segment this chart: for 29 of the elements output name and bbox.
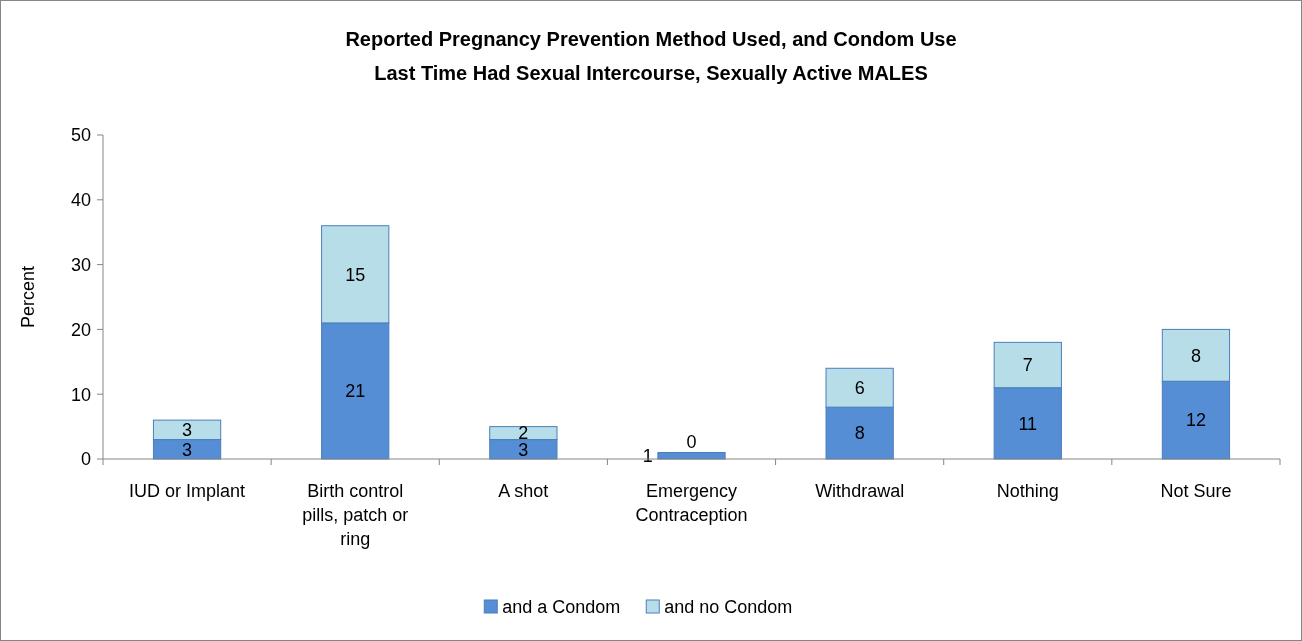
y-axis-title: Percent xyxy=(18,265,38,329)
data-label: 3 xyxy=(182,439,193,460)
y-tick-label: 0 xyxy=(80,449,91,470)
data-label: 1 xyxy=(642,446,653,467)
data-label: 7 xyxy=(1022,355,1033,376)
data-label: 11 xyxy=(1018,413,1038,434)
data-label: 12 xyxy=(1185,410,1206,431)
y-tick-label: 20 xyxy=(70,319,91,340)
y-tick-label: 30 xyxy=(70,254,91,275)
chart-title: Reported Pregnancy Prevention Method Used, and Condom Use Last Time Had Sexual Intercourse, Sexually Active MALES xyxy=(345,28,957,84)
x-tick-label: A shot xyxy=(498,481,549,501)
x-tick-label: Birth control pills, patch or ring xyxy=(302,481,409,549)
x-tick-label: Not Sure xyxy=(1160,481,1232,501)
x-tick-label: Nothing xyxy=(996,481,1059,501)
y-tick-label: 10 xyxy=(70,384,91,405)
y-tick-label: 50 xyxy=(70,125,91,146)
data-label: 21 xyxy=(345,381,366,402)
y-tick-label: 40 xyxy=(70,190,91,211)
x-tick-label: Withdrawal xyxy=(815,481,905,501)
data-label: 8 xyxy=(854,423,865,444)
data-label: 8 xyxy=(1190,345,1201,366)
legend-label: and a Condom xyxy=(502,597,621,618)
data-label: 15 xyxy=(345,264,366,285)
legend-label: and no Condom xyxy=(664,597,793,618)
x-tick-label: Emergency Contraception xyxy=(635,481,748,525)
data-label: 0 xyxy=(686,431,697,452)
data-label: 6 xyxy=(854,378,865,399)
data-label: 3 xyxy=(182,420,193,441)
x-tick-label: IUD or Implant xyxy=(129,481,246,501)
